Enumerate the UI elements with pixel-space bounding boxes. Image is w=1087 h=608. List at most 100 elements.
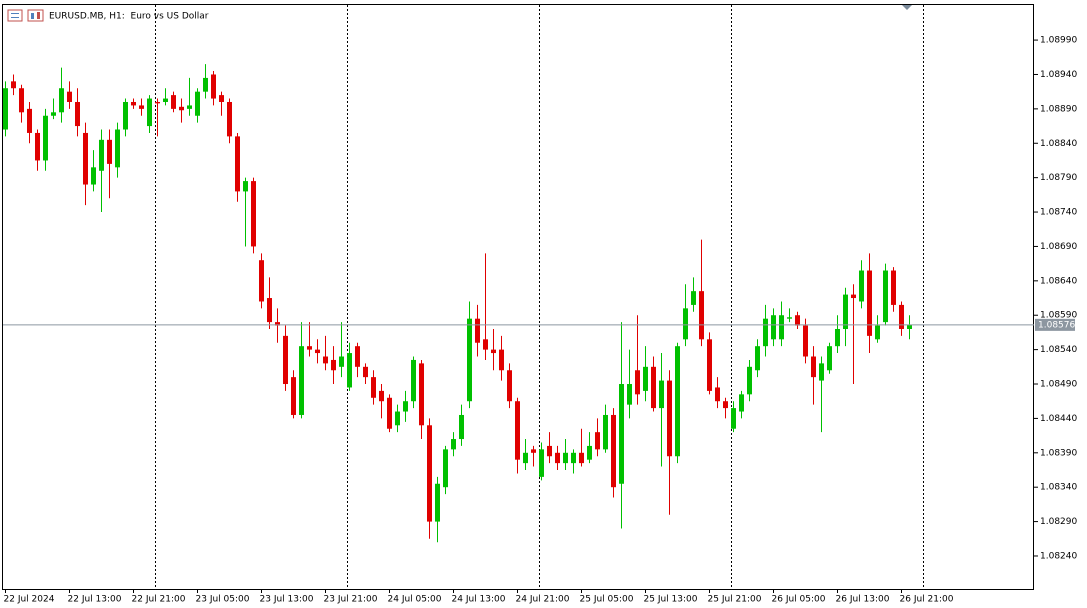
- candle-body: [171, 95, 176, 109]
- candle-body: [771, 315, 776, 340]
- y-tick-label: 1.08790: [1040, 173, 1077, 183]
- candle-body: [531, 449, 536, 453]
- x-tick-label: 26 Jul 13:00: [836, 595, 890, 605]
- x-tick-label: 25 Jul 05:00: [580, 595, 634, 605]
- candle-body: [803, 325, 808, 357]
- candle-body: [291, 377, 296, 415]
- candle-body: [243, 181, 248, 192]
- candle-body: [203, 77, 208, 92]
- candle-body: [659, 380, 664, 409]
- candle-body: [339, 356, 344, 367]
- candle-body: [467, 318, 472, 402]
- candle-body: [67, 91, 72, 102]
- candle-body: [883, 270, 888, 323]
- y-tick-label: 1.08690: [1040, 242, 1077, 252]
- x-tick-label: 22 Jul 13:00: [68, 595, 122, 605]
- y-tick-label: 1.08640: [1040, 276, 1077, 286]
- candle-body: [747, 366, 752, 395]
- x-tick-label: 24 Jul 21:00: [516, 595, 570, 605]
- candle-body: [483, 339, 488, 350]
- y-tick-label: 1.08740: [1040, 208, 1077, 218]
- candle-body: [539, 449, 544, 477]
- candle-body: [851, 294, 856, 299]
- candle-body: [667, 380, 672, 457]
- candle-body: [819, 363, 824, 381]
- x-tick-label: 25 Jul 13:00: [644, 595, 698, 605]
- icon-bar: [31, 13, 34, 19]
- x-tick-label: 24 Jul 05:00: [388, 595, 442, 605]
- candle-body: [19, 88, 24, 113]
- candle-body: [187, 105, 192, 109]
- candle-body: [691, 291, 696, 305]
- y-tick-label: 1.08340: [1040, 483, 1077, 493]
- candle-body: [499, 349, 504, 371]
- candle-body: [235, 136, 240, 192]
- candle-body: [371, 377, 376, 398]
- candle-body: [51, 112, 56, 116]
- candle-body: [491, 349, 496, 354]
- candle-body: [859, 270, 864, 302]
- y-tick-label: 1.08590: [1040, 311, 1077, 321]
- candle-body: [267, 298, 272, 323]
- candle-body: [251, 181, 256, 247]
- candle-body: [547, 445, 552, 457]
- candle-body: [419, 363, 424, 426]
- candle-body: [227, 101, 232, 137]
- candle-body: [827, 346, 832, 371]
- y-tick-label: 1.08990: [1040, 36, 1077, 46]
- x-tick-label: 26 Jul 21:00: [900, 595, 954, 605]
- last-price-label: 1.08576: [1038, 320, 1075, 330]
- candle-body: [627, 384, 632, 405]
- candle-body: [131, 101, 136, 106]
- candle-body: [347, 353, 352, 388]
- candle-body: [379, 390, 384, 402]
- candle-body: [651, 366, 656, 409]
- shift-marker: [902, 5, 912, 10]
- chart-icon[interactable]: [27, 9, 44, 22]
- candle-body: [867, 270, 872, 336]
- candle-body: [99, 139, 104, 171]
- candle-body: [411, 359, 416, 402]
- candle-body: [795, 315, 800, 326]
- candle-body: [603, 414, 608, 450]
- candle-body: [75, 101, 80, 127]
- candle-body: [323, 356, 328, 364]
- candle-body: [443, 449, 448, 488]
- candle-body: [507, 370, 512, 402]
- candle-body: [459, 414, 464, 440]
- candle-body: [115, 129, 120, 168]
- candle-body: [59, 88, 64, 113]
- candle-body: [451, 439, 456, 450]
- candle-body: [739, 394, 744, 412]
- candle-body: [643, 366, 648, 391]
- candle-body: [707, 339, 712, 391]
- candle-body: [899, 304, 904, 329]
- candle-body: [259, 260, 264, 302]
- candle-body: [755, 346, 760, 371]
- menu-icon[interactable]: [7, 9, 23, 22]
- candle-body: [731, 408, 736, 429]
- candle-body: [395, 411, 400, 426]
- x-tick-label: 26 Jul 05:00: [772, 595, 826, 605]
- candle-body: [211, 74, 216, 99]
- last-price-box: [1035, 318, 1075, 331]
- candle-body: [43, 115, 48, 161]
- candle-body: [307, 346, 312, 350]
- candle-body: [515, 401, 520, 460]
- y-tick-label: 1.08840: [1040, 139, 1077, 149]
- candle-body: [435, 483, 440, 522]
- candle-body: [387, 397, 392, 429]
- candle-body: [139, 105, 144, 109]
- candle-body: [875, 325, 880, 340]
- candle-body: [147, 98, 152, 127]
- y-tick-label: 1.08240: [1040, 551, 1077, 561]
- candle-body: [907, 324, 912, 329]
- x-tick-label: 23 Jul 05:00: [196, 595, 250, 605]
- candle-body: [91, 167, 96, 185]
- candle-body: [355, 346, 360, 367]
- y-tick-label: 1.08940: [1040, 70, 1077, 80]
- candle-body: [363, 366, 368, 378]
- candle-body: [611, 414, 616, 488]
